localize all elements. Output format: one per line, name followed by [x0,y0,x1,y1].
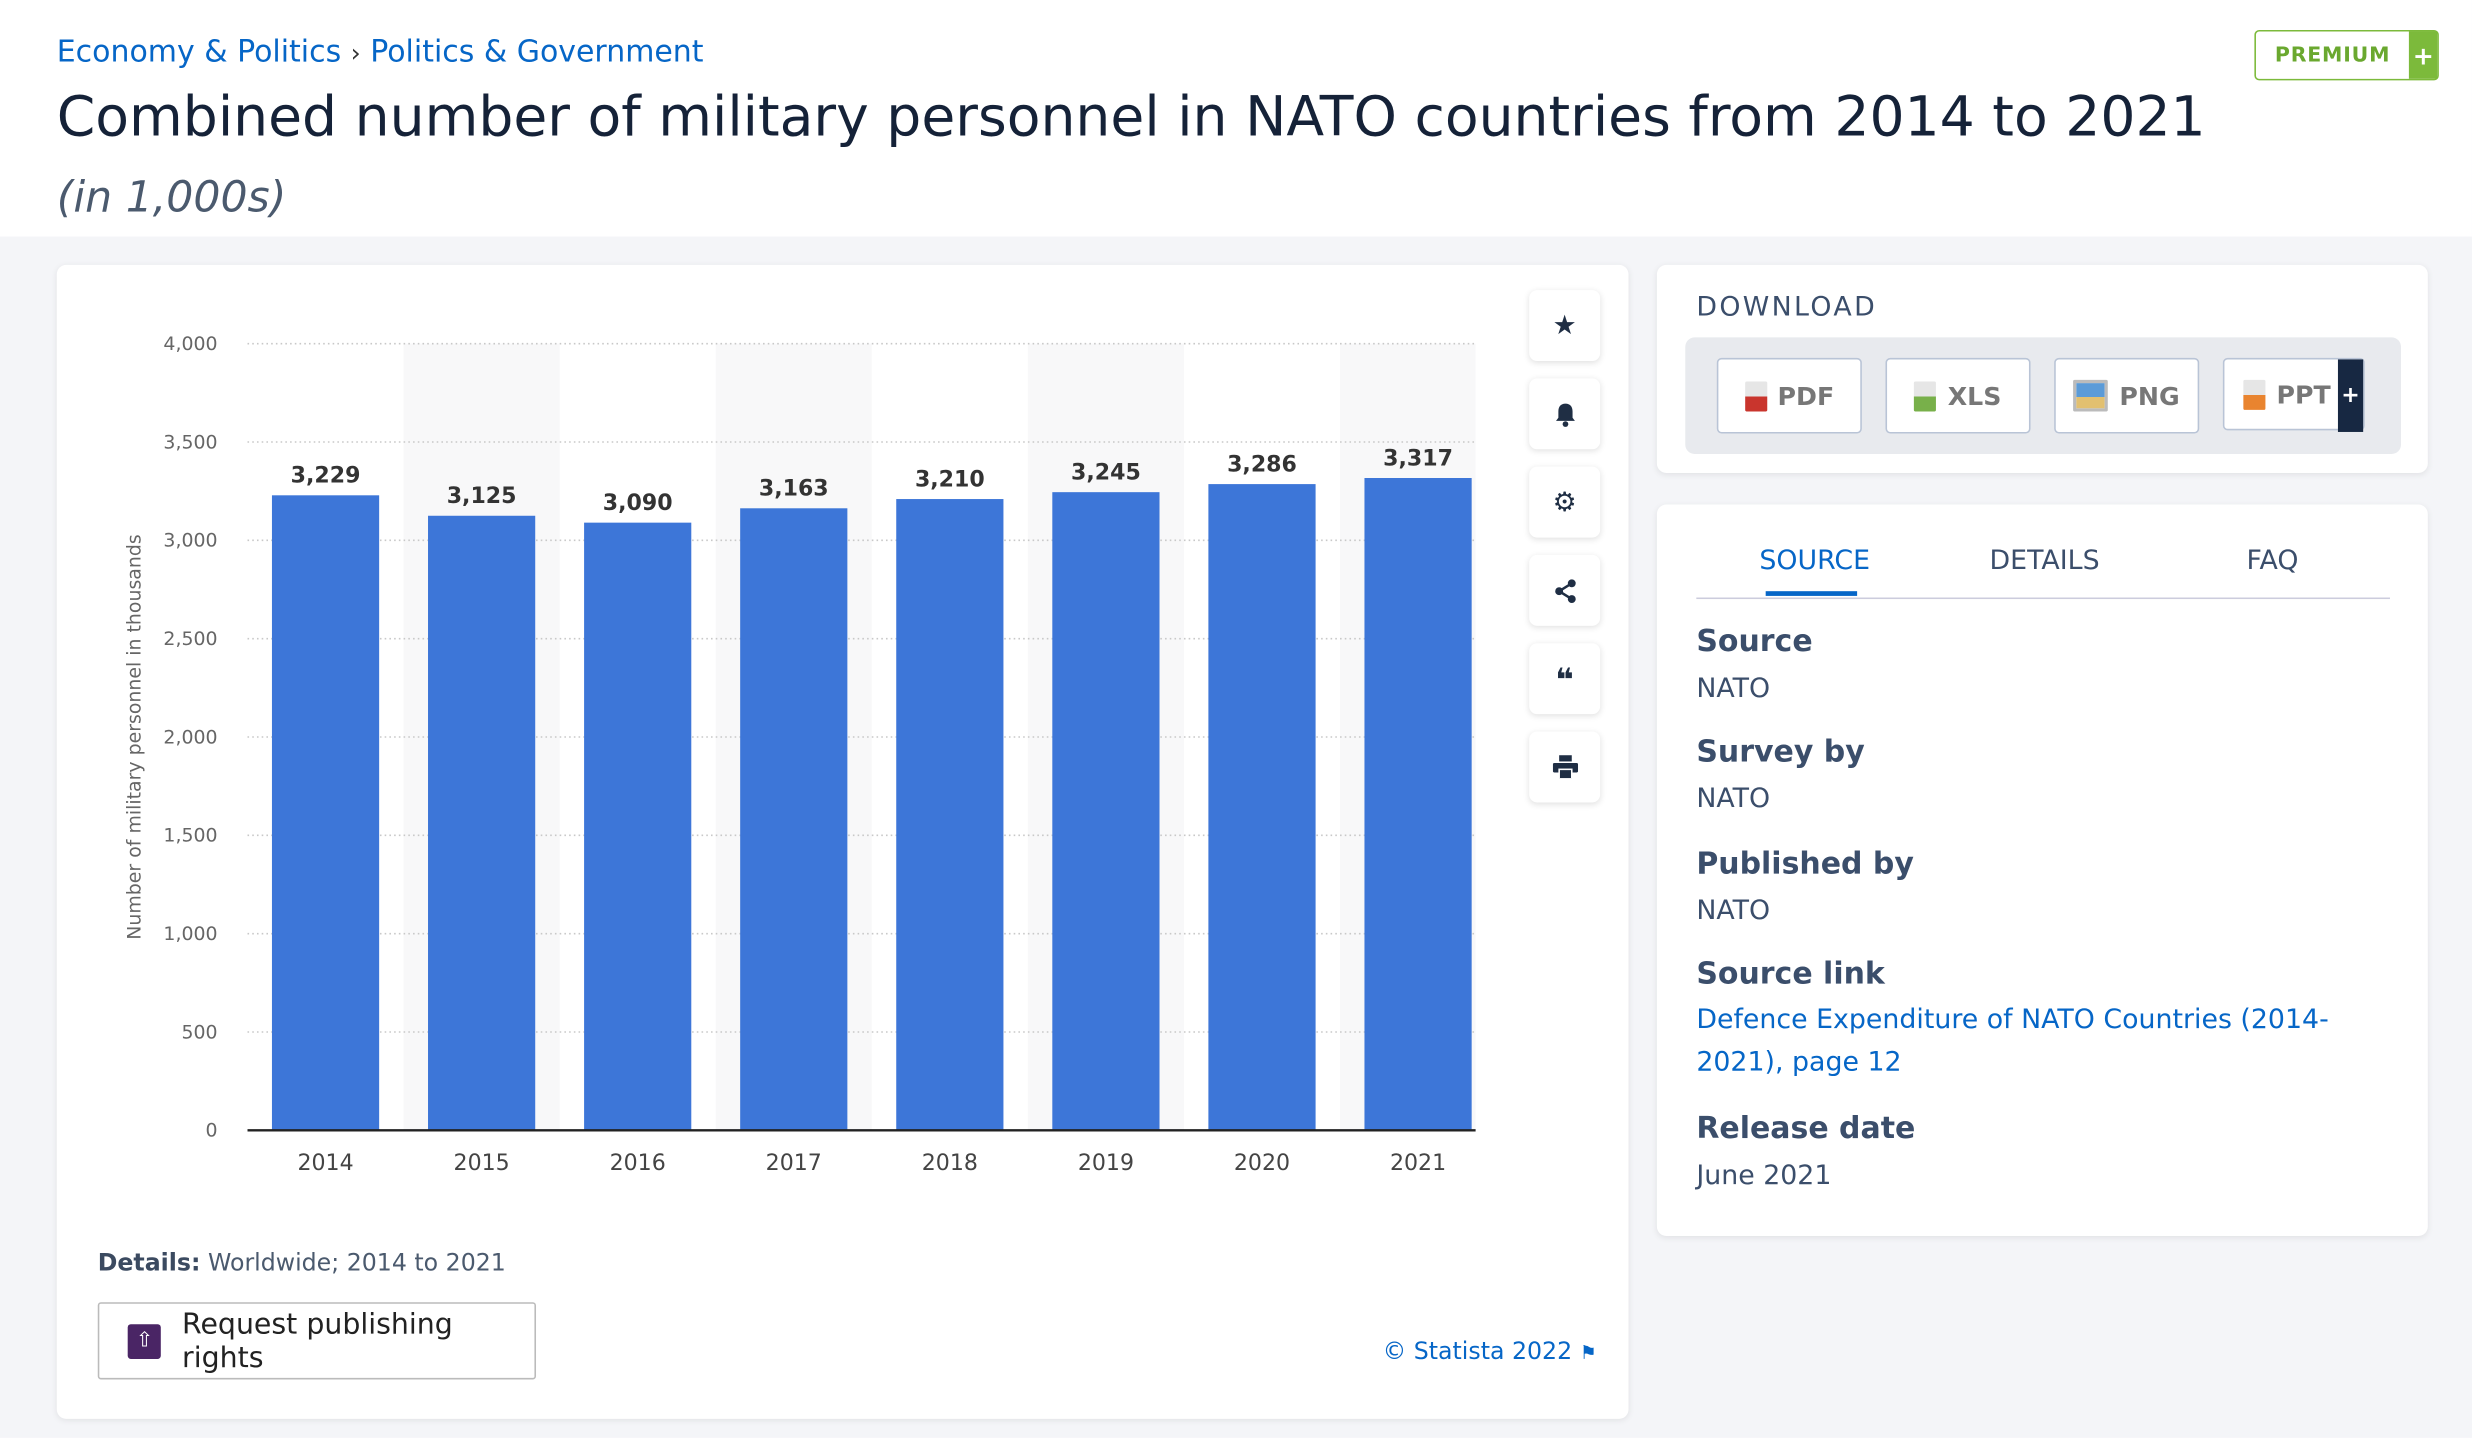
tab-faq[interactable]: FAQ [2246,545,2299,577]
premium-plus: + [2409,31,2438,79]
breadcrumb: Economy & Politics › Politics & Government [57,35,713,70]
bar-2014 [271,495,380,1131]
png-image-icon [2073,379,2109,412]
y-tick-label: 2,500 [163,628,217,650]
y-tick-label: 0 [206,1120,218,1142]
x-tick-label: 2021 [1390,1151,1446,1176]
share-button[interactable] [1529,554,1601,626]
details-label: Details: [97,1248,201,1277]
ppt-file-icon [2243,379,2266,410]
y-tick-label: 3,000 [163,530,217,552]
bar-2018 [896,499,1004,1131]
data-label: 3,125 [447,484,517,509]
print-icon [1552,755,1578,779]
data-label: 3,090 [603,491,673,516]
bar-2015 [428,515,536,1131]
chart-card: 0 500 1,000 1,500 2,000 2,500 3,000 3,500 4,000 N… [56,264,1629,1419]
y-tick-label: 500 [181,1021,217,1043]
download-heading: DOWNLOAD [1696,291,1878,324]
premium-badge[interactable]: PREMIUM + [2254,29,2440,81]
x-tick-label: 2020 [1234,1151,1290,1176]
cite-button[interactable]: ❝ [1529,643,1601,715]
gear-icon: ⚙ [1552,486,1577,518]
print-button[interactable] [1529,731,1601,803]
source-tabs: SOURCE DETAILS FAQ [1696,504,2390,600]
page-subtitle: (in 1,000s) [56,173,287,223]
survey-value: NATO [1696,783,1771,816]
published-label: Published by [1696,846,1914,882]
bar-2021 [1364,478,1472,1131]
published-value: NATO [1696,895,1771,927]
data-label: 3,210 [915,467,985,492]
xls-file-icon [1914,380,1937,411]
x-tick-label: 2015 [454,1151,510,1176]
upload-icon: ⇧ [127,1323,162,1359]
download-pdf-button[interactable]: PDF [1716,357,1862,434]
request-publishing-rights-button[interactable]: ⇧ Request publishing rights [97,1302,537,1380]
y-tick-label: 3,500 [163,431,217,453]
survey-label: Survey by [1696,734,1865,770]
copyright-text: © Statista 2022 [1382,1336,1573,1366]
y-tick-label: 2,000 [163,726,217,748]
notification-button[interactable] [1529,378,1601,450]
source-panel: SOURCE DETAILS FAQ Source NATO Survey by… [1656,504,2428,1236]
bar-2017 [740,508,848,1131]
breadcrumb-link-politics[interactable]: Politics & Government [370,34,704,70]
data-label: 3,229 [291,464,361,489]
y-tick-label: 4,000 [163,333,217,355]
page-title: Combined number of military personnel in… [56,86,2206,150]
ppt-label: PPT [2276,379,2331,410]
breadcrumb-separator: › [350,37,361,68]
data-label: 3,286 [1227,452,1297,477]
breadcrumb-link-economy[interactable]: Economy & Politics [56,34,342,70]
download-xls-button[interactable]: XLS [1885,357,2031,434]
share-icon [1554,578,1575,603]
x-tick-label: 2017 [766,1151,822,1176]
request-label: Request publishing rights [182,1307,453,1374]
bell-icon [1555,402,1575,427]
tab-source[interactable]: SOURCE [1759,545,1871,577]
download-ppt-button[interactable]: PPT + [2222,357,2365,432]
favorite-button[interactable]: ★ [1529,290,1601,362]
data-label: 3,317 [1383,446,1453,471]
statista-copyright[interactable]: © Statista 2022 ⚑ [1383,1337,1597,1365]
y-tick-label: 1,500 [163,825,217,847]
y-tick-label: 1,000 [163,923,217,945]
x-tick-label: 2018 [922,1151,978,1176]
x-tick-label: 2014 [297,1151,353,1176]
flag-icon: ⚑ [1579,1341,1597,1364]
x-tick-label: 2016 [610,1151,666,1176]
pdf-label: PDF [1777,380,1835,411]
active-tab-indicator [1765,591,1858,596]
quote-icon: ❝ [1555,659,1574,698]
star-icon: ★ [1552,309,1577,342]
png-label: PNG [2119,380,2180,411]
premium-label: PREMIUM [2274,43,2391,68]
tab-details[interactable]: DETAILS [1989,545,2100,577]
bar-chart: 0 500 1,000 1,500 2,000 2,500 3,000 3,500 4,000 N… [123,333,1476,1176]
data-label: 3,163 [759,477,829,502]
release-label: Release date [1696,1111,1916,1147]
ppt-premium-plus: + [2337,359,2364,432]
source-value: NATO [1696,673,1771,705]
source-link[interactable]: Defence Expenditure of NATO Countries (2… [1696,1004,2329,1079]
download-buttons: PDF XLS PNG PPT + [1685,337,2402,455]
details-text: Worldwide; 2014 to 2021 [207,1248,506,1277]
bar-2020 [1208,484,1316,1131]
release-value: June 2021 [1696,1160,1832,1192]
xls-label: XLS [1947,380,2002,411]
bar-2016 [584,522,692,1131]
x-tick-label: 2019 [1078,1151,1134,1176]
chart-details: Details: Worldwide; 2014 to 2021 [98,1249,506,1277]
data-label: 3,245 [1071,461,1141,486]
source-link-label: Source link [1696,956,1885,992]
download-panel: DOWNLOAD PDF XLS PNG PPT + [1656,264,2428,473]
settings-button[interactable]: ⚙ [1529,466,1601,538]
pdf-file-icon [1744,380,1767,411]
source-label: Source [1696,624,1813,659]
bar-2019 [1052,492,1160,1131]
y-axis-label: Number of military personnel in thousand… [123,534,145,939]
download-png-button[interactable]: PNG [2054,357,2200,434]
